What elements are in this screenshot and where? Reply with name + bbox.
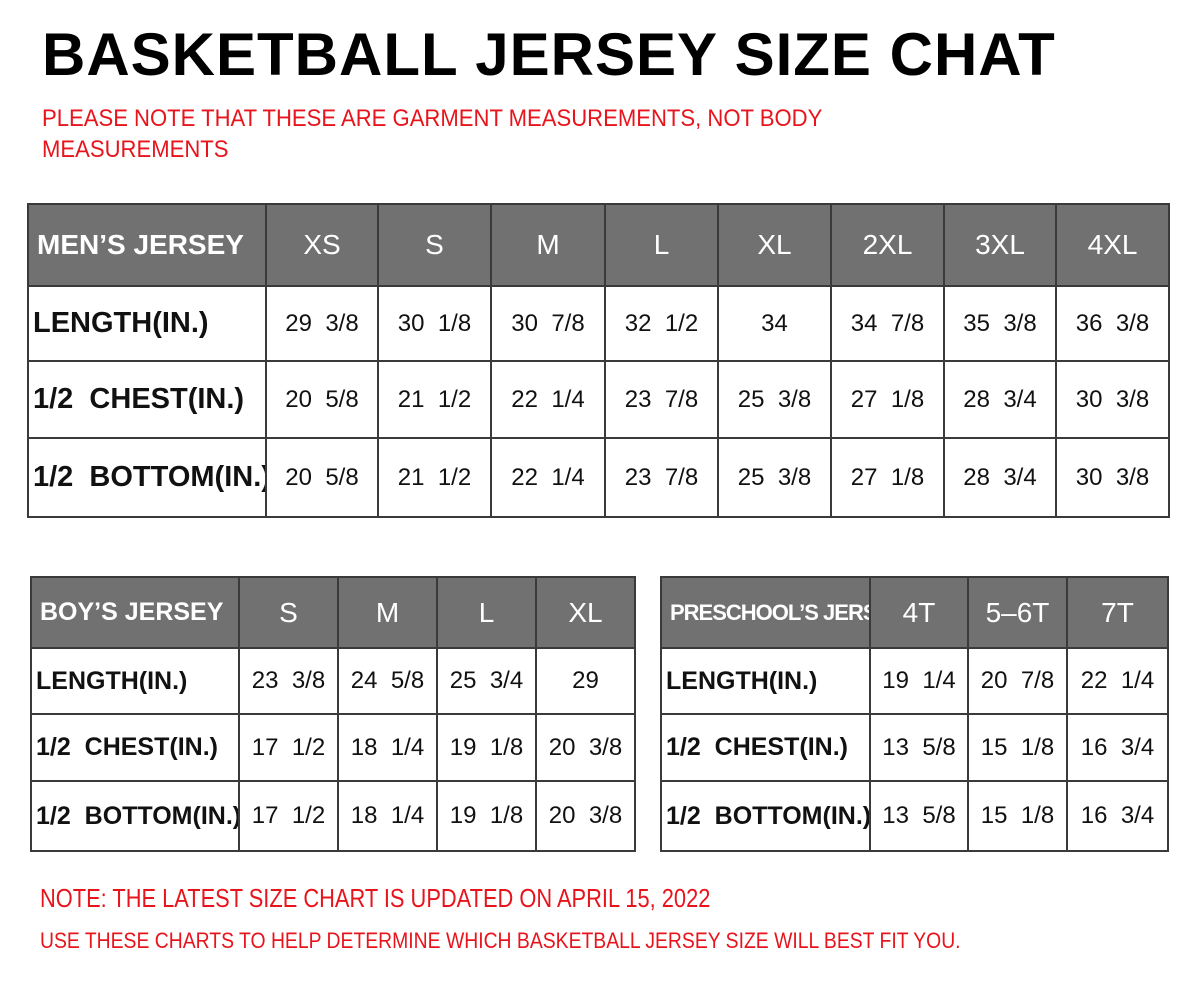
table-row: 1/2 CHEST(IN.) 17 1/2 18 1/4 19 1/8 20 3/8 (30, 713, 636, 782)
size-header-cell: 3XL (943, 203, 1057, 287)
measurement-label: 1/2 CHEST(IN.) (30, 713, 240, 782)
table-title-cell: MEN’S JERSEY (27, 203, 267, 287)
table-row: 1/2 BOTTOM(IN.) 20 5/8 21 1/2 22 1/4 23 7/8 2… (27, 437, 1170, 518)
size-header-cell: S (238, 576, 339, 649)
measurement-value: 22 1/4 (490, 437, 606, 518)
measurement-label: LENGTH(IN.) (27, 285, 267, 362)
measurement-value: 21 1/2 (377, 360, 492, 439)
measurement-value: 20 5/8 (265, 437, 379, 518)
measurement-value: 20 5/8 (265, 360, 379, 439)
table-row: 1/2 CHEST(IN.) 20 5/8 21 1/2 22 1/4 23 7/8 25… (27, 360, 1170, 439)
measurement-value: 34 (717, 285, 832, 362)
measurement-value: 32 1/2 (604, 285, 719, 362)
size-header-cell: M (337, 576, 438, 649)
table-title-cell: BOY’S JERSEY (30, 576, 240, 649)
table-row: 1/2 CHEST(IN.) 13 5/8 15 1/8 16 3/4 (660, 713, 1169, 782)
page-title: BASKETBALL JERSEY SIZE CHAT (42, 21, 1056, 88)
size-header-cell: 2XL (830, 203, 945, 287)
measurement-value: 18 1/4 (337, 713, 438, 782)
measurement-value: 20 3/8 (535, 713, 636, 782)
mens-jersey-table: MEN’S JERSEY XS S M L XL 2XL 3XL 4XL LENGTH(IN.) 2… (27, 203, 1170, 518)
measurement-label: LENGTH(IN.) (660, 647, 871, 715)
garment-note: PLEASE NOTE THAT THESE ARE GARMENT MEASU… (42, 105, 822, 163)
measurement-label: LENGTH(IN.) (30, 647, 240, 715)
measurement-value: 13 5/8 (869, 713, 969, 782)
measurement-value: 16 3/4 (1066, 713, 1169, 782)
size-header-cell: XS (265, 203, 379, 287)
size-header-cell: L (604, 203, 719, 287)
update-note: NOTE: THE LATEST SIZE CHART IS UPDATED O… (40, 883, 711, 913)
measurement-value: 29 (535, 647, 636, 715)
table-row: 1/2 BOTTOM(IN.) 13 5/8 15 1/8 16 3/4 (660, 780, 1169, 852)
measurement-value: 19 1/4 (869, 647, 969, 715)
table-row: 1/2 BOTTOM(IN.) 17 1/2 18 1/4 19 1/8 20 3/8 (30, 780, 636, 852)
measurement-value: 23 7/8 (604, 437, 719, 518)
size-header-cell: 5–6T (967, 576, 1068, 649)
measurement-label: 1/2 BOTTOM(IN.) (30, 780, 240, 852)
measurement-value: 35 3/8 (943, 285, 1057, 362)
measurement-value: 19 1/8 (436, 713, 537, 782)
measurement-value: 25 3/8 (717, 437, 832, 518)
measurement-label: 1/2 BOTTOM(IN.) (27, 437, 267, 518)
measurement-value: 16 3/4 (1066, 780, 1169, 852)
table-row: LENGTH(IN.) 19 1/4 20 7/8 22 1/4 (660, 647, 1169, 715)
measurement-value: 28 3/4 (943, 437, 1057, 518)
size-header-cell: 4T (869, 576, 969, 649)
table-row: LENGTH(IN.) 23 3/8 24 5/8 25 3/4 29 (30, 647, 636, 715)
measurement-value: 36 3/8 (1055, 285, 1170, 362)
measurement-value: 20 3/8 (535, 780, 636, 852)
size-header-cell: XL (717, 203, 832, 287)
measurement-value: 25 3/4 (436, 647, 537, 715)
measurement-value: 24 5/8 (337, 647, 438, 715)
measurement-value: 30 1/8 (377, 285, 492, 362)
measurement-value: 30 3/8 (1055, 437, 1170, 518)
measurement-value: 13 5/8 (869, 780, 969, 852)
measurement-value: 21 1/2 (377, 437, 492, 518)
boys-jersey-table: BOY’S JERSEY S M L XL LENGTH(IN.) 23 3/8 24 5/8… (30, 576, 636, 852)
measurement-value: 27 1/8 (830, 437, 945, 518)
table-row: LENGTH(IN.) 29 3/8 30 1/8 30 7/8 32 1/2 34 34 … (27, 285, 1170, 362)
measurement-value: 18 1/4 (337, 780, 438, 852)
measurement-value: 23 3/8 (238, 647, 339, 715)
measurement-value: 17 1/2 (238, 780, 339, 852)
measurement-value: 20 7/8 (967, 647, 1068, 715)
size-header-cell: 4XL (1055, 203, 1170, 287)
measurement-value: 28 3/4 (943, 360, 1057, 439)
preschool-jersey-table: PRESCHOOL’S JERSEY4T5–6T7TLENGTH(IN.)19 … (660, 576, 1169, 852)
measurement-value: 17 1/2 (238, 713, 339, 782)
size-header-cell: M (490, 203, 606, 287)
fit-note: USE THESE CHARTS TO HELP DETERMINE WHICH… (40, 928, 961, 953)
measurement-label: 1/2 CHEST(IN.) (660, 713, 871, 782)
measurement-label: 1/2 CHEST(IN.) (27, 360, 267, 439)
size-header-cell: L (436, 576, 537, 649)
measurement-value: 29 3/8 (265, 285, 379, 362)
size-header-cell: XL (535, 576, 636, 649)
table-title-cell: PRESCHOOL’S JERSEY (660, 576, 871, 649)
measurement-value: 30 7/8 (490, 285, 606, 362)
measurement-value: 22 1/4 (1066, 647, 1169, 715)
measurement-value: 34 7/8 (830, 285, 945, 362)
measurement-value: 27 1/8 (830, 360, 945, 439)
table-header-row: BOY’S JERSEY S M L XL (30, 576, 636, 649)
measurement-value: 23 7/8 (604, 360, 719, 439)
measurement-value: 30 3/8 (1055, 360, 1170, 439)
measurement-value: 22 1/4 (490, 360, 606, 439)
size-header-cell: S (377, 203, 492, 287)
size-header-cell: 7T (1066, 576, 1169, 649)
measurement-value: 15 1/8 (967, 780, 1068, 852)
measurement-label: 1/2 BOTTOM(IN.) (660, 780, 871, 852)
table-header-row: MEN’S JERSEY XS S M L XL 2XL 3XL 4XL (27, 203, 1170, 287)
measurement-value: 15 1/8 (967, 713, 1068, 782)
measurement-value: 25 3/8 (717, 360, 832, 439)
measurement-value: 19 1/8 (436, 780, 537, 852)
